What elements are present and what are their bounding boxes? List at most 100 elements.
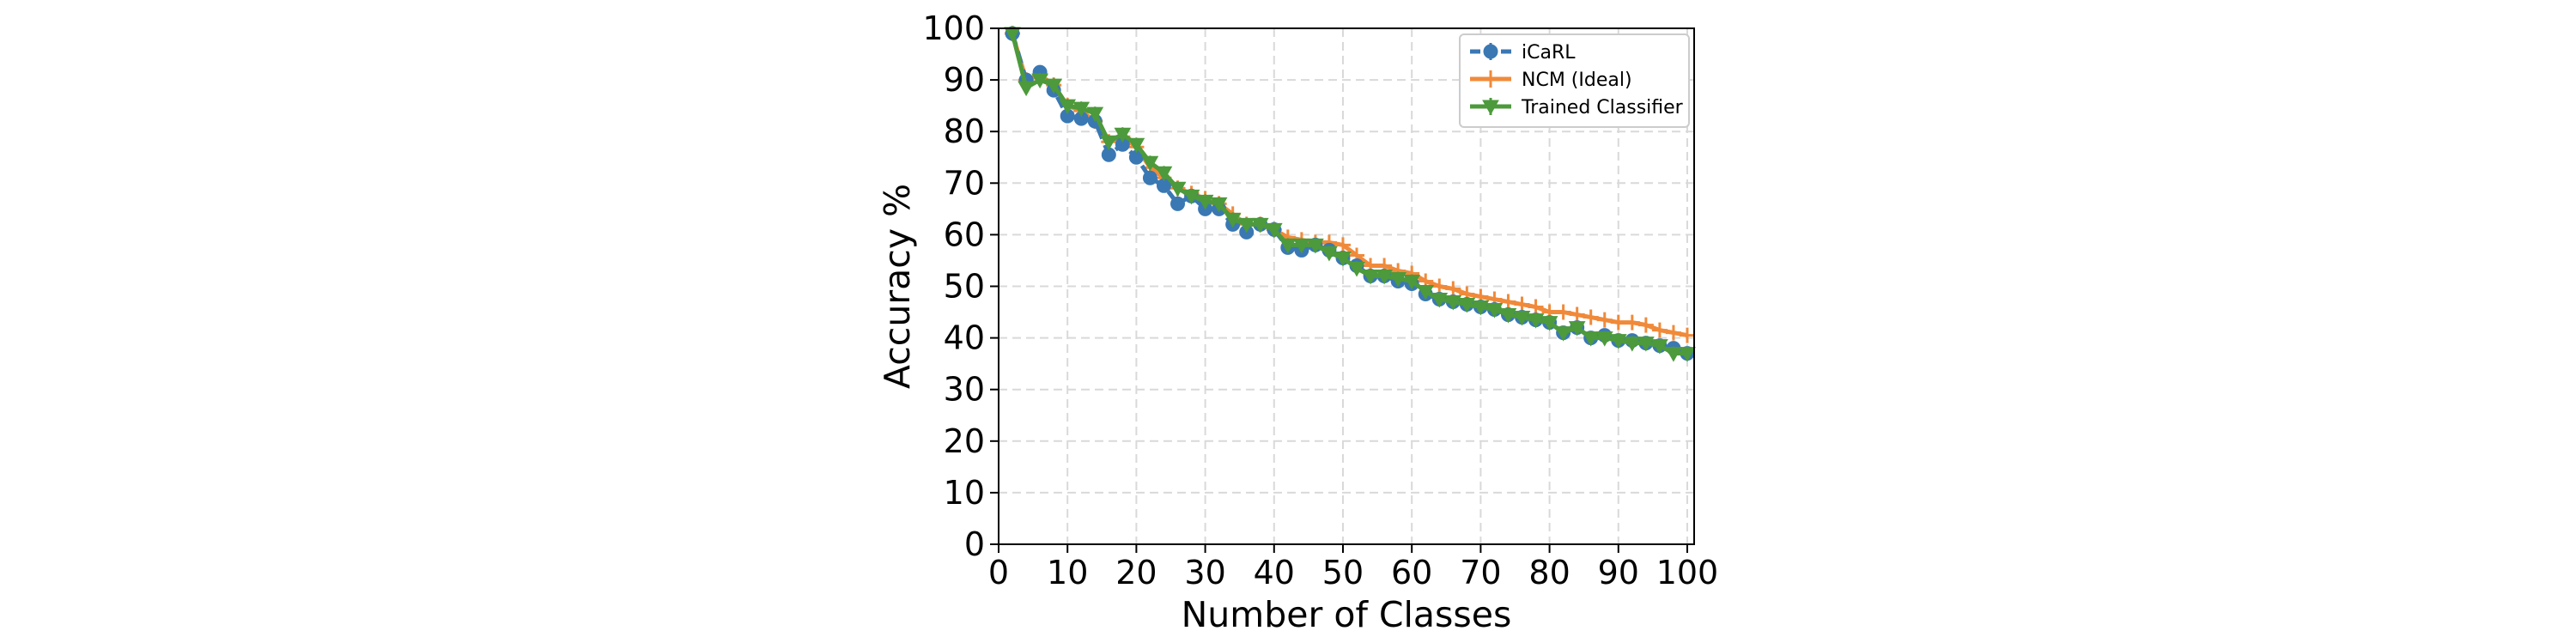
data-point bbox=[1583, 309, 1599, 325]
data-point bbox=[1018, 81, 1035, 97]
legend-marker-trained-classifier bbox=[1482, 100, 1499, 116]
data-point bbox=[1472, 300, 1490, 316]
legend-marker-ncm-ideal bbox=[1483, 71, 1498, 87]
data-point bbox=[1114, 127, 1132, 143]
data-point bbox=[1334, 237, 1351, 253]
legend: iCaRL NCM (Ideal) Trained Classifier bbox=[1459, 33, 1690, 128]
data-point bbox=[1499, 308, 1517, 324]
data-point bbox=[1072, 101, 1091, 118]
legend-label-icarl: iCaRL bbox=[1522, 42, 1576, 64]
data-point bbox=[1513, 311, 1531, 326]
x-axis-title: Number of Classes bbox=[1182, 594, 1512, 635]
data-point bbox=[1651, 322, 1668, 338]
data-point bbox=[1609, 334, 1627, 349]
data-point bbox=[1458, 298, 1476, 313]
data-point bbox=[1500, 294, 1516, 310]
y-tick-label: 20 bbox=[944, 422, 985, 460]
data-point bbox=[1321, 246, 1338, 262]
data-point bbox=[1569, 306, 1585, 323]
data-point bbox=[1417, 285, 1435, 300]
data-point bbox=[1431, 278, 1448, 294]
data-point bbox=[1100, 135, 1118, 151]
data-point bbox=[1348, 261, 1365, 277]
data-point bbox=[1595, 331, 1613, 347]
data-point bbox=[1624, 314, 1640, 331]
data-point bbox=[1651, 339, 1668, 355]
data-point bbox=[1224, 212, 1242, 228]
data-point bbox=[1528, 299, 1544, 315]
data-point bbox=[1679, 347, 1696, 362]
data-point bbox=[1251, 217, 1269, 234]
y-tick-label: 80 bbox=[944, 112, 985, 150]
data-point bbox=[1362, 269, 1379, 285]
y-tick-label: 40 bbox=[944, 319, 985, 357]
data-point bbox=[1059, 99, 1077, 115]
x-tick-label: 40 bbox=[1254, 554, 1295, 591]
data-point bbox=[1637, 337, 1655, 352]
data-point bbox=[1665, 347, 1682, 362]
legend-label-trained-classifier: Trained Classifier bbox=[1521, 97, 1684, 118]
y-tick-label: 90 bbox=[944, 61, 985, 99]
data-point bbox=[1155, 166, 1173, 182]
y-tick-label: 70 bbox=[944, 164, 985, 202]
legend-label-ncm-ideal: NCM (Ideal) bbox=[1522, 70, 1632, 91]
data-point bbox=[1142, 170, 1157, 185]
data-point bbox=[1031, 73, 1048, 89]
data-point bbox=[1485, 303, 1504, 318]
data-point bbox=[1623, 337, 1641, 352]
data-point bbox=[1596, 312, 1613, 328]
data-point bbox=[1555, 304, 1571, 320]
x-tick-label: 30 bbox=[1184, 554, 1225, 591]
y-tick-label: 30 bbox=[944, 371, 985, 409]
data-point bbox=[1665, 325, 1681, 341]
x-tick-label: 100 bbox=[1656, 554, 1719, 591]
ticks: 0 10 20 30 40 50 60 70 80 90 100 0 10 20 30 40 50 60 70 80 9… bbox=[922, 9, 1718, 591]
data-point bbox=[1293, 238, 1310, 254]
data-point bbox=[1210, 197, 1228, 213]
data-point bbox=[1389, 271, 1407, 288]
data-point bbox=[1582, 331, 1600, 347]
data-point bbox=[1170, 196, 1186, 211]
data-point bbox=[1376, 269, 1393, 285]
data-point bbox=[1403, 274, 1421, 290]
x-tick-label: 20 bbox=[1115, 554, 1157, 591]
data-point bbox=[1444, 295, 1462, 311]
x-tick-label: 70 bbox=[1460, 554, 1501, 591]
data-point bbox=[1334, 251, 1352, 267]
data-point bbox=[1679, 327, 1695, 343]
data-point bbox=[1279, 238, 1297, 254]
data-point bbox=[1637, 317, 1654, 333]
y-tick-label: 10 bbox=[944, 474, 985, 512]
y-tick-label: 100 bbox=[922, 9, 985, 47]
data-point bbox=[1086, 106, 1104, 123]
legend-box bbox=[1459, 33, 1690, 128]
x-tick-label: 50 bbox=[1322, 554, 1364, 591]
x-tick-label: 60 bbox=[1391, 554, 1432, 591]
data-point bbox=[1307, 238, 1324, 254]
y-tick-label: 0 bbox=[964, 525, 985, 563]
y-axis-title: Accuracy % bbox=[877, 184, 918, 389]
series-layer bbox=[1004, 26, 1696, 362]
data-point bbox=[1568, 321, 1586, 337]
data-point bbox=[1265, 222, 1283, 239]
y-tick-label: 50 bbox=[944, 268, 985, 306]
data-point bbox=[1431, 293, 1449, 308]
data-point bbox=[1169, 181, 1187, 197]
data-point bbox=[1127, 137, 1145, 154]
data-point bbox=[1237, 217, 1255, 234]
data-point bbox=[1141, 155, 1159, 172]
x-tick-label: 90 bbox=[1598, 554, 1639, 591]
data-point bbox=[1527, 313, 1545, 329]
series-trained-classifier bbox=[1004, 27, 1696, 362]
x-tick-label: 80 bbox=[1528, 554, 1570, 591]
y-tick-label: 60 bbox=[944, 215, 985, 253]
data-point bbox=[1045, 78, 1063, 94]
data-point bbox=[1554, 326, 1572, 342]
data-point bbox=[1610, 314, 1626, 331]
data-point bbox=[1540, 316, 1558, 331]
x-tick-label: 0 bbox=[988, 554, 1009, 591]
data-point bbox=[1196, 194, 1214, 210]
data-point bbox=[1445, 281, 1461, 297]
data-point bbox=[1182, 189, 1200, 205]
